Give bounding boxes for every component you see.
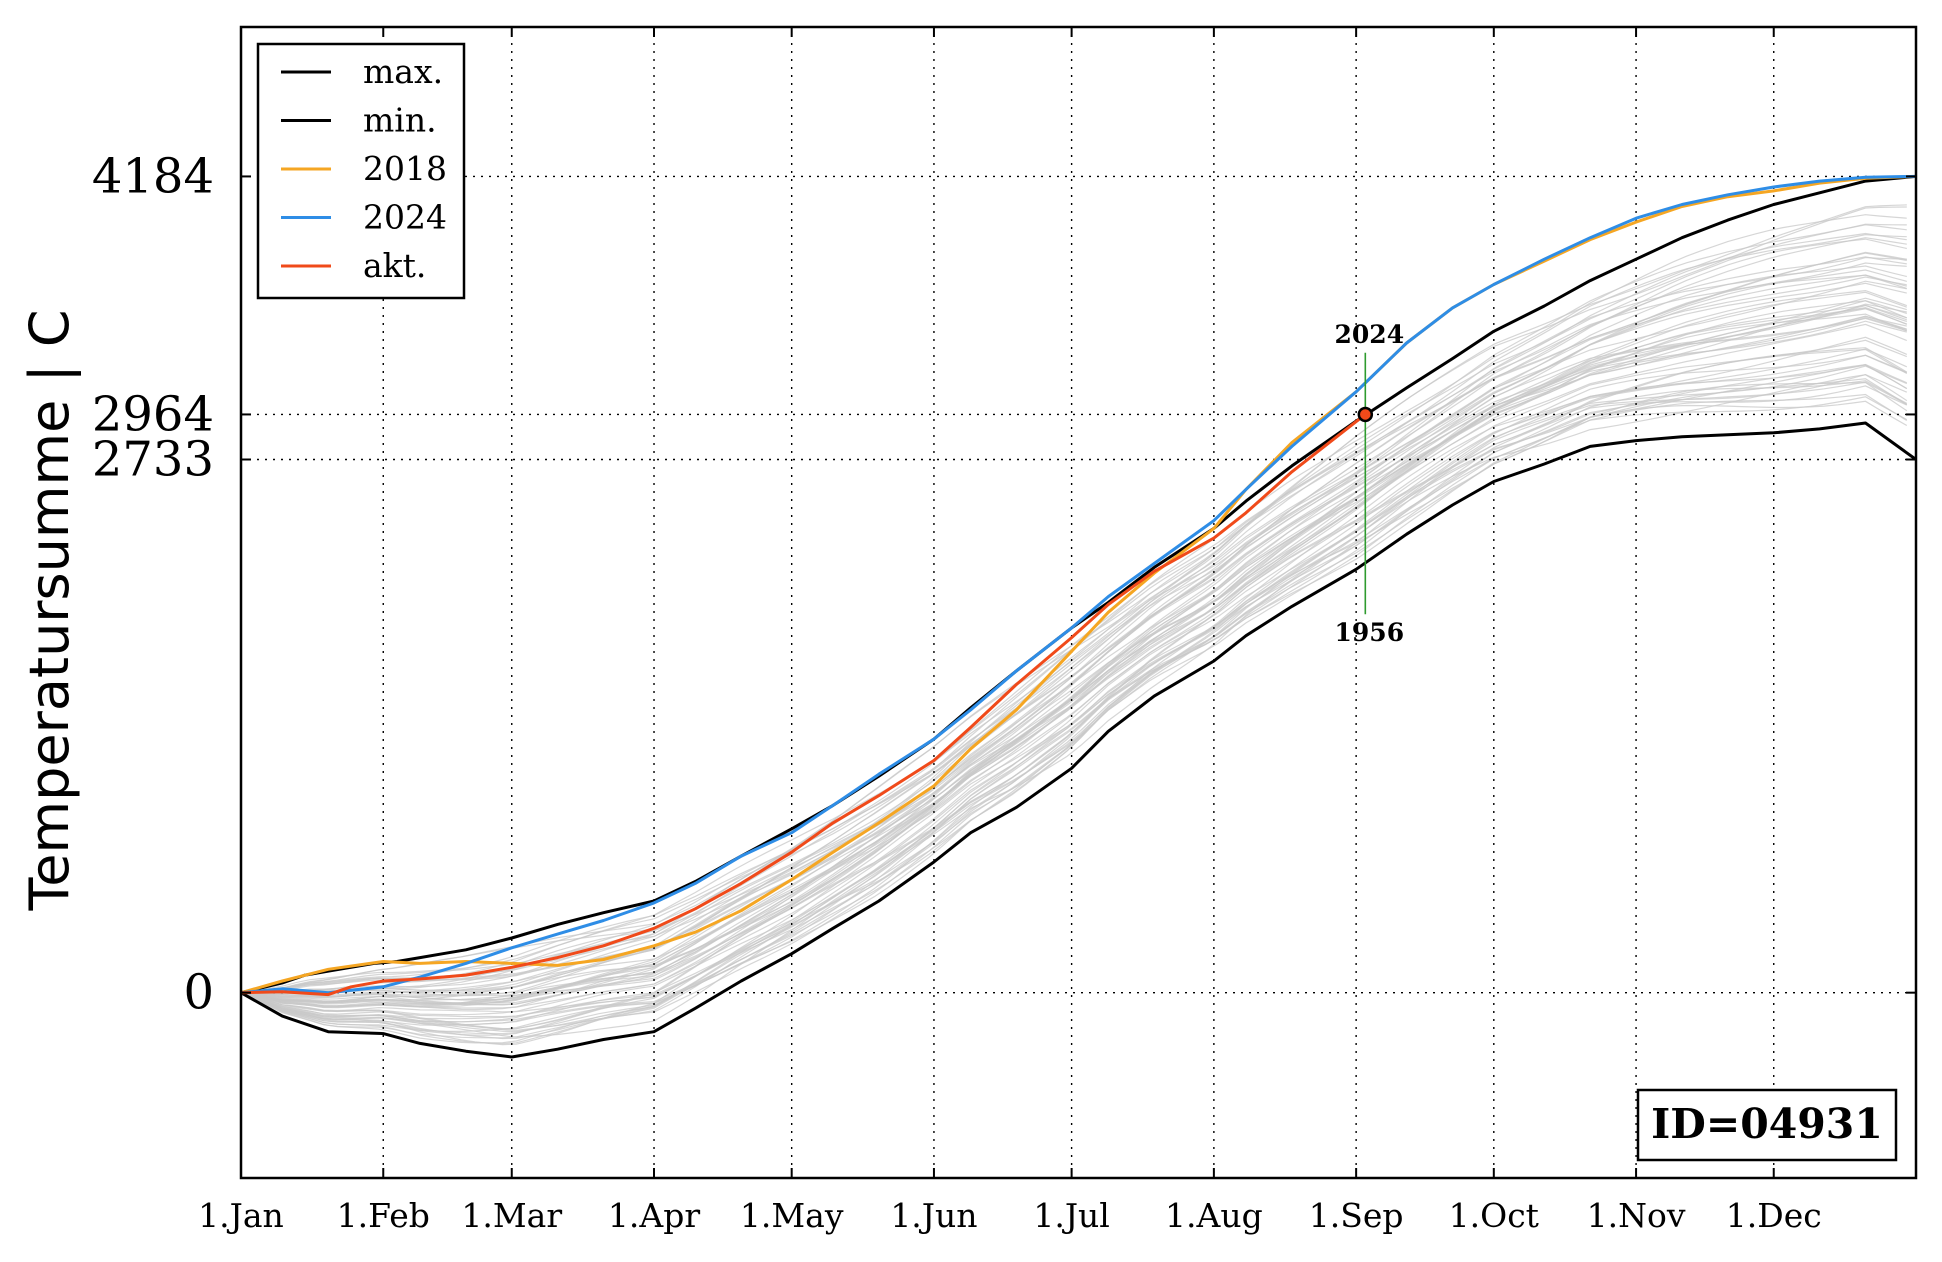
historical-year-line [240,393,1908,1045]
legend-label: 2018 [363,149,447,188]
x-tick-label: 1.Jun [890,1196,977,1235]
x-tick-label: 1.Oct [1449,1196,1539,1235]
series-line-min [240,421,1917,1059]
x-tick-label: 1.Apr [608,1196,700,1235]
station-id-label: ID=04931 [1651,1100,1883,1148]
legend: max. min. 2018 2024 akt. [256,42,466,300]
historical-year-line [240,380,1908,1036]
station-id-box: ID=04931 [1636,1088,1898,1162]
max-year-annotation: 2024 [1335,320,1405,349]
historical-year-line [240,317,1907,1008]
x-tick-label: 1.May [740,1196,844,1235]
x-tick-label: 1.Aug [1165,1196,1263,1235]
series-line-2024 [240,174,1917,995]
series-line-akt [240,413,1367,997]
historical-year-line [240,238,1907,994]
series-lines [240,174,1917,1059]
x-tick-label: 1.Nov [1587,1196,1686,1235]
legend-label: min. [363,101,437,140]
x-tick-label: 1.Mar [461,1196,562,1235]
legend-label: akt. [363,246,426,285]
y-tick-label: 4184 [92,148,214,204]
historical-year-line [240,300,1907,1004]
historical-year-line [240,354,1908,1023]
historical-year-line [240,237,1907,994]
historical-year-line [240,315,1907,1008]
plot-frame [239,25,1918,1180]
historical-year-line [240,339,1908,1016]
historical-year-line [240,365,1908,1023]
y-tick-label: 2964 [92,386,214,442]
current-value-marker [1357,406,1374,423]
x-tick-label: 1.Dec [1726,1196,1822,1235]
historical-year-line [240,378,1908,1040]
legend-label: max. [363,52,443,91]
x-tick-label: 1.Feb [337,1196,430,1235]
historical-year-line [240,265,1907,994]
historical-year-line [240,373,1908,1026]
historical-year-line [240,317,1907,1008]
station-id-frame [1636,1088,1898,1162]
axes: 1.Jan 1.Feb 1.Mar 1.Apr 1.May 1.Jun 1.Jul 1.Aug… [92,27,1916,1235]
historical-year-line [240,374,1908,1038]
x-tick-label: 1.Sep [1309,1196,1404,1235]
y-tick-label: 2733 [92,432,214,488]
y-tick-label: 0 [183,965,214,1021]
y-axis-label: Temperatursumme | C [18,309,81,911]
historical-year-line [240,303,1907,1005]
historical-series-group [240,204,1908,1046]
historical-year-line [240,381,1908,1035]
current-day-annotation: 2024 1956 [1335,320,1405,647]
historical-year-line [240,323,1908,1009]
series-line-2018 [240,174,1917,995]
min-year-annotation: 1956 [1335,618,1405,647]
historical-year-line [240,348,1908,1018]
historical-year-line [240,347,1908,1030]
historical-year-line [240,274,1907,997]
historical-year-line [240,282,1907,997]
x-tick-label: 1.Jan [198,1196,284,1235]
x-tick-label: 1.Jul [1033,1196,1110,1235]
legend-label: 2024 [363,198,447,237]
historical-year-line [240,364,1908,1033]
historical-year-line [240,400,1908,1044]
legend-frame [256,42,466,300]
